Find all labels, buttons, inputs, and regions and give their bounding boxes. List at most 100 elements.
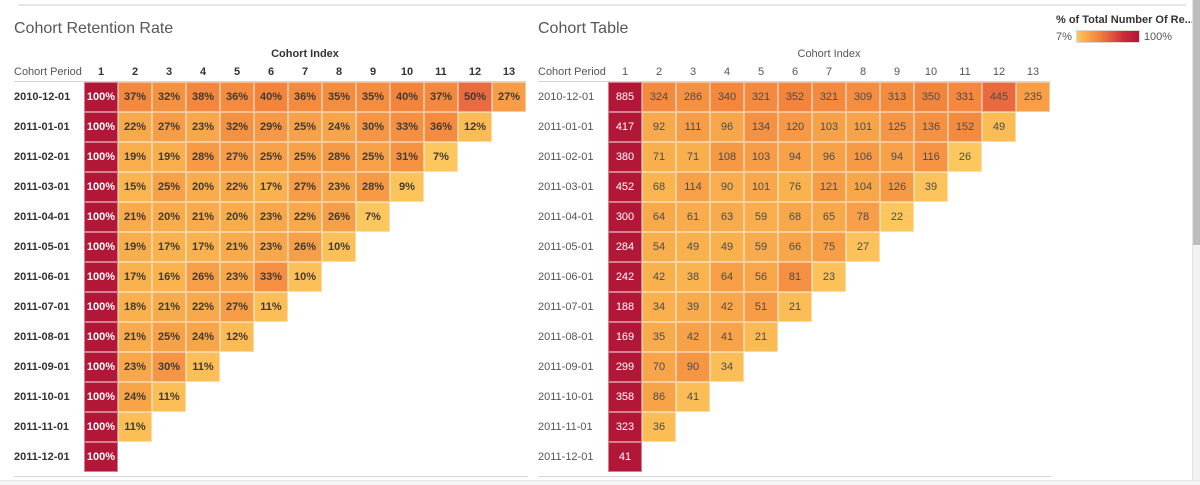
- heatmap-cell[interactable]: 126: [880, 172, 914, 202]
- column-header[interactable]: 1: [84, 62, 118, 82]
- heatmap-cell[interactable]: 299: [608, 352, 642, 382]
- heatmap-cell[interactable]: 20%: [220, 202, 254, 232]
- heatmap-cell[interactable]: 25%: [254, 142, 288, 172]
- heatmap-cell[interactable]: 23%: [220, 262, 254, 292]
- heatmap-cell[interactable]: 42: [676, 322, 710, 352]
- row-label[interactable]: 2011-11-01: [538, 421, 593, 433]
- heatmap-cell[interactable]: 235: [1016, 82, 1050, 112]
- heatmap-cell[interactable]: 27%: [288, 172, 322, 202]
- heatmap-cell[interactable]: 100%: [84, 82, 118, 112]
- heatmap-cell[interactable]: 56: [744, 262, 778, 292]
- row-label[interactable]: 2011-03-01: [14, 181, 70, 193]
- row-label[interactable]: 2011-09-01: [538, 361, 594, 373]
- heatmap-cell[interactable]: 41: [608, 442, 642, 472]
- heatmap-cell[interactable]: 96: [710, 112, 744, 142]
- heatmap-cell[interactable]: 134: [744, 112, 778, 142]
- heatmap-cell[interactable]: 22: [880, 202, 914, 232]
- heatmap-cell[interactable]: 94: [880, 142, 914, 172]
- heatmap-cell[interactable]: 380: [608, 142, 642, 172]
- heatmap-cell[interactable]: 30%: [356, 112, 390, 142]
- heatmap-cell[interactable]: 352: [778, 82, 812, 112]
- heatmap-cell[interactable]: 64: [642, 202, 676, 232]
- heatmap-cell[interactable]: 18%: [118, 292, 152, 322]
- heatmap-cell[interactable]: 35: [642, 322, 676, 352]
- heatmap-cell[interactable]: 445: [982, 82, 1016, 112]
- heatmap-cell[interactable]: 25%: [288, 142, 322, 172]
- column-header[interactable]: 2: [642, 62, 676, 82]
- heatmap-cell[interactable]: 452: [608, 172, 642, 202]
- row-label[interactable]: 2011-10-01: [538, 391, 594, 403]
- heatmap-cell[interactable]: 36%: [424, 112, 458, 142]
- heatmap-cell[interactable]: 66: [778, 232, 812, 262]
- column-header[interactable]: 12: [982, 62, 1016, 82]
- heatmap-cell[interactable]: 63: [710, 202, 744, 232]
- heatmap-cell[interactable]: 27: [846, 232, 880, 262]
- heatmap-cell[interactable]: 42: [710, 292, 744, 322]
- heatmap-cell[interactable]: 59: [744, 202, 778, 232]
- heatmap-cell[interactable]: 40%: [254, 82, 288, 112]
- heatmap-cell[interactable]: 300: [608, 202, 642, 232]
- heatmap-cell[interactable]: 25%: [152, 172, 186, 202]
- heatmap-cell[interactable]: 36%: [288, 82, 322, 112]
- heatmap-cell[interactable]: 323: [608, 412, 642, 442]
- heatmap-cell[interactable]: 64: [710, 262, 744, 292]
- row-label[interactable]: 2011-07-01: [538, 301, 594, 313]
- heatmap-cell[interactable]: 106: [846, 142, 880, 172]
- heatmap-cell[interactable]: 28%: [356, 172, 390, 202]
- heatmap-cell[interactable]: 70: [642, 352, 676, 382]
- heatmap-cell[interactable]: 27%: [152, 112, 186, 142]
- column-header[interactable]: 11: [948, 62, 982, 82]
- heatmap-cell[interactable]: 340: [710, 82, 744, 112]
- heatmap-cell[interactable]: 27%: [220, 292, 254, 322]
- heatmap-cell[interactable]: 7%: [356, 202, 390, 232]
- heatmap-cell[interactable]: 26: [948, 142, 982, 172]
- heatmap-cell[interactable]: 321: [812, 82, 846, 112]
- heatmap-cell[interactable]: 81: [778, 262, 812, 292]
- heatmap-cell[interactable]: 49: [982, 112, 1016, 142]
- heatmap-cell[interactable]: 33%: [390, 112, 424, 142]
- row-label[interactable]: 2011-02-01: [14, 151, 70, 163]
- heatmap-cell[interactable]: 100%: [84, 382, 118, 412]
- heatmap-cell[interactable]: 125: [880, 112, 914, 142]
- heatmap-cell[interactable]: 90: [710, 172, 744, 202]
- heatmap-cell[interactable]: 38: [676, 262, 710, 292]
- heatmap-cell[interactable]: 12%: [458, 112, 492, 142]
- column-header[interactable]: 7: [288, 62, 322, 82]
- heatmap-cell[interactable]: 23%: [186, 112, 220, 142]
- heatmap-cell[interactable]: 33%: [254, 262, 288, 292]
- row-label[interactable]: 2011-12-01: [14, 451, 70, 463]
- heatmap-cell[interactable]: 121: [812, 172, 846, 202]
- heatmap-cell[interactable]: 284: [608, 232, 642, 262]
- row-label[interactable]: 2011-09-01: [14, 361, 70, 373]
- heatmap-cell[interactable]: 39: [914, 172, 948, 202]
- heatmap-cell[interactable]: 17%: [186, 232, 220, 262]
- heatmap-cell[interactable]: 36%: [220, 82, 254, 112]
- row-label[interactable]: 2011-12-01: [538, 451, 594, 463]
- heatmap-cell[interactable]: 25%: [288, 112, 322, 142]
- heatmap-cell[interactable]: 17%: [118, 262, 152, 292]
- heatmap-cell[interactable]: 21%: [118, 202, 152, 232]
- heatmap-cell[interactable]: 37%: [118, 82, 152, 112]
- column-header[interactable]: 6: [254, 62, 288, 82]
- heatmap-cell[interactable]: 23%: [118, 352, 152, 382]
- heatmap-cell[interactable]: 100%: [84, 142, 118, 172]
- heatmap-cell[interactable]: 11%: [254, 292, 288, 322]
- heatmap-cell[interactable]: 54: [642, 232, 676, 262]
- heatmap-cell[interactable]: 242: [608, 262, 642, 292]
- column-header[interactable]: 4: [710, 62, 744, 82]
- column-header[interactable]: 12: [458, 62, 492, 82]
- heatmap-cell[interactable]: 24%: [322, 112, 356, 142]
- scrollbar-thumb[interactable]: [1193, 0, 1200, 245]
- heatmap-cell[interactable]: 11%: [118, 412, 152, 442]
- heatmap-cell[interactable]: 37%: [424, 82, 458, 112]
- heatmap-cell[interactable]: 41: [676, 382, 710, 412]
- heatmap-cell[interactable]: 40%: [390, 82, 424, 112]
- heatmap-cell[interactable]: 331: [948, 82, 982, 112]
- heatmap-cell[interactable]: 100%: [84, 202, 118, 232]
- heatmap-cell[interactable]: 25%: [356, 142, 390, 172]
- heatmap-cell[interactable]: 61: [676, 202, 710, 232]
- row-label[interactable]: 2011-08-01: [538, 331, 594, 343]
- column-header[interactable]: 9: [880, 62, 914, 82]
- heatmap-cell[interactable]: 39: [676, 292, 710, 322]
- heatmap-cell[interactable]: 34: [710, 352, 744, 382]
